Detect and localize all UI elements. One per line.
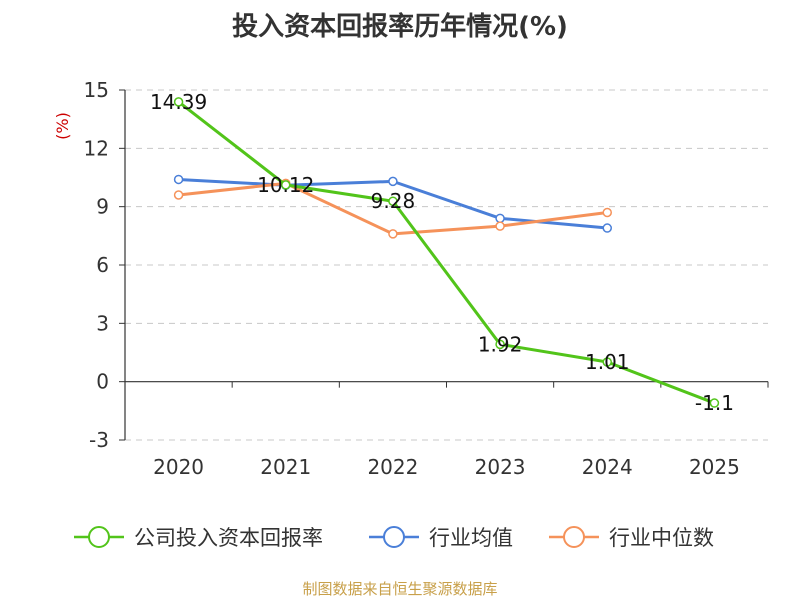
data-point <box>602 357 612 367</box>
legend-label: 公司投入资本回报率 <box>134 526 323 550</box>
data-point <box>495 339 505 350</box>
legend-marker <box>563 526 585 548</box>
data-point <box>173 190 184 200</box>
legend-item[interactable]: 公司投入资本回报率 <box>74 526 323 550</box>
y-tick-label: -3 <box>89 428 109 452</box>
source-note: 制图数据来自恒生聚源数据库 <box>302 580 498 598</box>
y-axis-unit-label: (%) <box>53 112 72 140</box>
data-point <box>173 97 184 107</box>
data-point <box>602 207 612 218</box>
y-tick-label: 9 <box>96 195 109 219</box>
legend-item[interactable]: 行业均值 <box>369 526 513 550</box>
data-point <box>388 229 398 239</box>
data-label: 10.12 <box>257 173 314 197</box>
legend-label: 行业中位数 <box>609 526 714 550</box>
data-label: 14.39 <box>150 90 207 114</box>
x-tick-label: 2020 <box>153 455 204 479</box>
x-tick-label: 2025 <box>689 455 740 479</box>
x-tick-label: 2022 <box>367 455 418 479</box>
legend-item[interactable]: 行业中位数 <box>549 526 714 550</box>
x-tick-label: 2021 <box>260 455 311 479</box>
y-tick-label: 0 <box>96 370 109 394</box>
legend-marker <box>88 526 110 548</box>
data-labels: 14.39 10.12 9.28 1.92 1.01 -1.1 <box>150 90 734 415</box>
data-point <box>281 180 291 190</box>
x-tick-label: 2023 <box>475 455 526 479</box>
data-point <box>495 221 505 231</box>
grid-lines <box>125 89 768 441</box>
y-tick-label: 6 <box>96 253 109 277</box>
data-point <box>388 176 398 187</box>
legend[interactable]: 公司投入资本回报率 行业均值 行业中位数 <box>74 526 714 550</box>
x-axis-ticks: 2020 2021 2022 2023 2024 2025 <box>124 381 769 479</box>
data-point <box>388 196 398 206</box>
data-point <box>602 223 612 233</box>
y-tick-label: 12 <box>84 136 109 160</box>
data-label: 1.01 <box>585 350 630 374</box>
data-point <box>709 398 720 408</box>
series-line <box>177 100 715 405</box>
x-tick-label: 2024 <box>582 455 633 479</box>
data-label: 1.92 <box>478 332 523 356</box>
y-axis-ticks: -3 0 3 6 9 12 15 <box>84 78 125 452</box>
series-group <box>173 97 720 408</box>
legend-label: 行业均值 <box>429 526 513 550</box>
data-label: -1.1 <box>695 391 734 415</box>
y-tick-label: 15 <box>84 78 109 102</box>
data-point <box>173 174 184 185</box>
y-tick-label: 3 <box>96 311 109 335</box>
legend-marker <box>383 526 405 548</box>
data-point <box>495 213 505 224</box>
data-label: 9.28 <box>371 189 416 213</box>
chart-title: 投入资本回报率历年情况(%) <box>232 12 568 42</box>
